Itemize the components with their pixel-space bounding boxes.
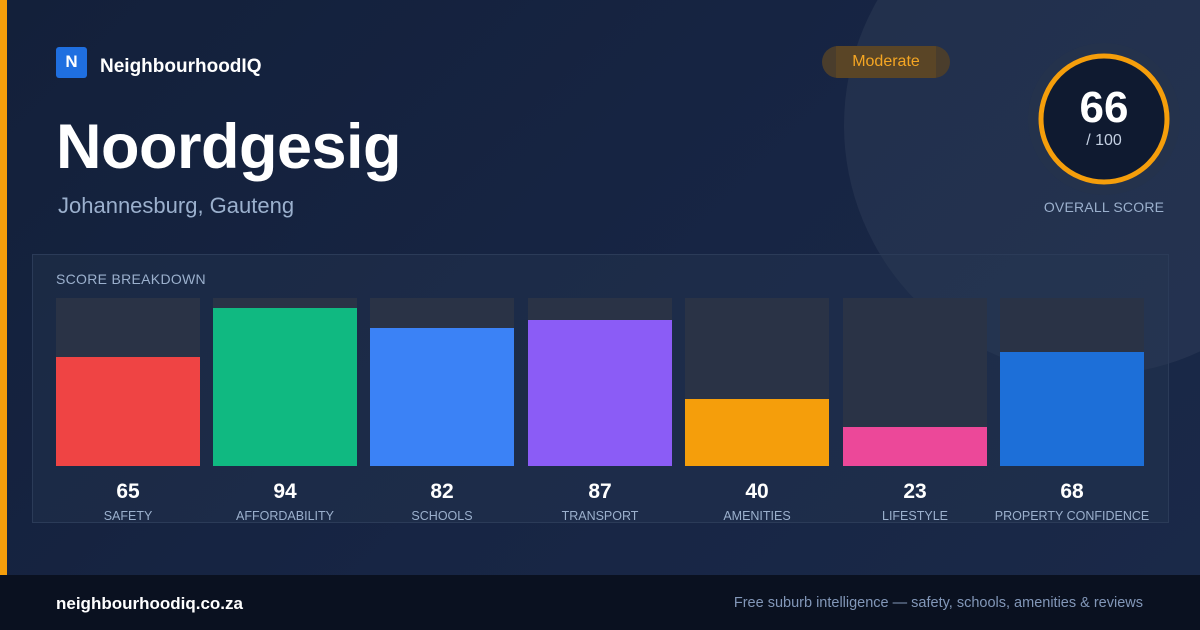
score-bar-safety: 65 SAFETY — [56, 298, 200, 528]
bar-label: AMENITIES — [723, 509, 791, 523]
bar-value: 87 — [588, 480, 612, 503]
bar-label: AFFORDABILITY — [236, 509, 334, 523]
bar-fill — [685, 399, 829, 466]
overall-score-max: / 100 — [1086, 132, 1122, 149]
bar-value: 23 — [903, 480, 927, 503]
bar-label: TRANSPORT — [561, 509, 639, 523]
score-bar-property-confidence: 68 PROPERTY CONFIDENCE — [995, 298, 1149, 528]
bar-track — [685, 298, 829, 466]
bar-track — [370, 298, 514, 466]
bar-label: PROPERTY CONFIDENCE — [994, 509, 1150, 523]
score-bar-schools: 82 SCHOOLS — [370, 298, 514, 528]
suburb-title: Noordgesig — [56, 112, 402, 182]
bar-fill — [370, 328, 514, 466]
bar-fill — [843, 427, 987, 466]
score-bar-lifestyle: 23 LIFESTYLE — [843, 298, 987, 528]
score-bar-amenities: 40 AMENITIES — [685, 298, 829, 528]
overall-score-caption: OVERALL SCORE — [1043, 199, 1165, 215]
bar-fill — [56, 357, 200, 466]
accent-stripe — [0, 0, 7, 575]
rating-badge: Moderate — [822, 46, 950, 78]
brand-name: NeighbourhoodIQ — [100, 56, 262, 77]
bar-label: SAFETY — [103, 509, 153, 523]
brand: N NeighbourhoodIQ — [56, 46, 261, 78]
bar-track — [56, 298, 200, 466]
overall-score-value: 66 — [1079, 83, 1129, 132]
bar-track — [843, 298, 987, 466]
overall-score-ring — [1028, 43, 1180, 195]
bar-value: 94 — [273, 480, 297, 503]
bar-fill — [213, 308, 357, 466]
bar-fill — [1000, 352, 1144, 466]
bar-fill — [528, 320, 672, 466]
footer-domain-link[interactable]: neighbourhoodiq.co.za — [56, 594, 243, 613]
score-bar-transport: 87 TRANSPORT — [528, 298, 672, 528]
bar-value: 40 — [745, 480, 769, 503]
bar-track — [213, 298, 357, 466]
score-bar-affordability: 94 AFFORDABILITY — [213, 298, 357, 528]
bar-label: SCHOOLS — [411, 509, 473, 523]
footer-tagline: Free suburb intelligence — safety, schoo… — [733, 595, 1143, 611]
rating-badge-label: Moderate — [852, 53, 920, 70]
footer: neighbourhoodiq.co.za Free suburb intell… — [0, 575, 1200, 630]
bar-value: 68 — [1060, 480, 1084, 503]
score-breakdown-title: SCORE BREAKDOWN — [56, 271, 206, 287]
suburb-location: Johannesburg, Gauteng — [58, 193, 295, 218]
score-ring-stroke — [1038, 53, 1170, 185]
bar-track — [528, 298, 672, 466]
bar-value: 82 — [430, 480, 454, 503]
bar-track — [1000, 298, 1144, 466]
brand-logo-icon: N — [56, 46, 87, 78]
bar-value: 65 — [116, 480, 140, 503]
bar-label: LIFESTYLE — [882, 509, 948, 523]
